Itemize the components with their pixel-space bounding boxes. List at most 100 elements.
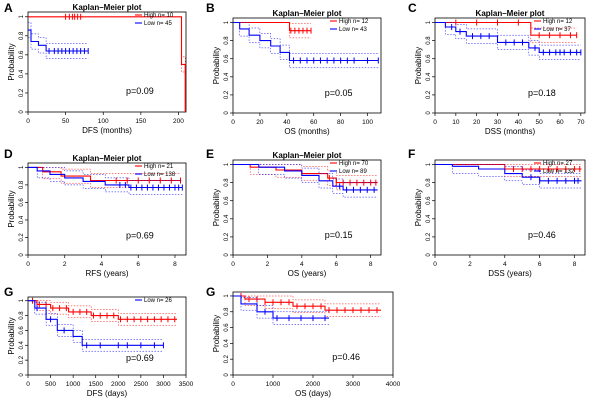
y-tick-label: 0.8 (426, 178, 432, 187)
y-tick-label: 1 (224, 294, 230, 298)
x-tick-label: 500 (45, 381, 56, 388)
confidence-band-high-lower (28, 300, 177, 326)
y-tick-label: 0.8 (19, 180, 25, 189)
panel-letter: G (206, 285, 215, 299)
y-tick-label: 0 (224, 253, 230, 257)
confidence-band-low-lower (233, 22, 379, 69)
km-panel-3: D Kaplan–Meier plot 0 2 4 6 8 0 0.2 0.4 0.6 0.8 1 RFS… (4, 147, 187, 278)
survival-curve-high (28, 16, 186, 112)
confidence-band-low-upper (28, 167, 183, 181)
x-axis-label: DSS (months) (485, 127, 536, 136)
x-tick-label: 1000 (266, 381, 281, 388)
chart-title: Kaplan–Meier plot (273, 151, 342, 160)
y-tick-label: 0.4 (224, 214, 230, 223)
x-axis-label: DFS (days) (87, 389, 128, 398)
y-tick-label: 0.2 (19, 355, 25, 364)
legend-entry: Low n= 89 (339, 169, 368, 175)
panel-letter: B (206, 1, 215, 15)
x-tick-label: 4 (503, 261, 507, 268)
x-tick-label: 60 (556, 119, 564, 126)
x-tick-label: 10 (452, 119, 460, 126)
y-tick-label: 0 (224, 373, 230, 377)
confidence-band-low-upper (435, 164, 582, 174)
survival-curve-high (435, 21, 577, 36)
plot-frame (434, 17, 586, 114)
y-tick-label: 0.8 (224, 178, 230, 187)
confidence-band-low-lower (28, 167, 183, 195)
x-tick-label: 20 (473, 119, 481, 126)
y-tick-label: 0.8 (224, 307, 230, 316)
x-tick-label: 100 (362, 119, 373, 126)
legend-entry: Low n= 37 (543, 27, 572, 33)
plot-frame (27, 162, 187, 256)
survival-curve-low (435, 21, 581, 53)
x-tick-label: 6 (136, 261, 140, 268)
confidence-band-high-upper (435, 22, 577, 29)
confidence-band-high-lower (28, 167, 181, 188)
p-value-label: p=0.05 (325, 88, 353, 98)
x-tick-label: 40 (515, 119, 523, 126)
survival-curve-low (28, 29, 89, 52)
chart-title: Kaplan–Meier plot (273, 9, 342, 18)
x-tick-label: 0 (231, 261, 235, 268)
x-tick-label: 0 (433, 261, 437, 268)
p-value-label: p=0.69 (126, 230, 154, 240)
km-panel-6: G 0 500 1000 1500 2000 2500 3000 3500 0 0.2 0.4 0.6 0… (4, 285, 194, 398)
plot-frame (232, 17, 382, 114)
y-tick-label: 0.4 (426, 214, 432, 223)
x-axis-label: RFS (years) (85, 269, 128, 278)
confidence-band-low-upper (233, 22, 379, 54)
legend-entry: High n= 27 (543, 161, 573, 167)
plot-frame (232, 159, 382, 256)
x-tick-label: 3000 (156, 381, 171, 388)
x-tick-label: 200 (173, 118, 184, 125)
plot-frame (27, 296, 187, 376)
y-tick-label: 0.4 (426, 72, 432, 81)
panel-letter: A (4, 1, 13, 15)
y-tick-label: 0.4 (224, 72, 230, 81)
confidence-band-low-upper (233, 295, 329, 313)
y-tick-label: 0.6 (426, 196, 432, 205)
x-tick-label: 100 (98, 118, 109, 125)
km-panel-0: A Kaplan–Meier plot 0 50 100 150 200 0 0.2 0.4 0.6… (4, 1, 187, 135)
y-tick-label: 0.6 (19, 198, 25, 207)
y-tick-label: 1 (224, 20, 230, 24)
confidence-band-low-lower (435, 22, 581, 60)
y-tick-label: 0 (19, 110, 25, 114)
x-axis-label: OS (days) (295, 389, 331, 398)
legend-entry: Low n= 45 (144, 21, 173, 27)
x-tick-label: 4 (100, 261, 104, 268)
y-axis-label: Probability (212, 315, 221, 352)
x-tick-label: 0 (26, 118, 30, 125)
x-tick-label: 2000 (111, 381, 126, 388)
x-tick-label: 50 (62, 118, 70, 125)
p-value-label: p=0.18 (528, 88, 556, 98)
panel-letter: C (408, 1, 417, 15)
p-value-label: p=0.15 (325, 230, 353, 240)
y-tick-label: 0.6 (19, 326, 25, 335)
legend-entry: High n= 70 (339, 161, 369, 167)
y-tick-label: 0.2 (224, 90, 230, 99)
x-tick-label: 8 (573, 261, 577, 268)
y-tick-label: 0.4 (19, 340, 25, 349)
x-tick-label: 30 (494, 119, 502, 126)
legend-entry: Low n= 138 (144, 172, 176, 178)
legend-entry: Low n= 132 (543, 169, 575, 175)
x-tick-label: 0 (433, 119, 437, 126)
x-tick-label: 80 (337, 119, 345, 126)
x-tick-label: 1000 (66, 381, 81, 388)
survival-curve-high (435, 163, 582, 170)
y-tick-label: 0.8 (426, 36, 432, 45)
y-tick-label: 0.6 (19, 50, 25, 59)
panel-letter: E (206, 147, 214, 161)
y-tick-label: 0.4 (224, 339, 230, 348)
x-tick-label: 50 (536, 119, 544, 126)
p-value-label: p=0.09 (126, 86, 154, 96)
y-tick-label: 0 (426, 111, 432, 115)
x-tick-label: 0 (231, 381, 235, 388)
legend-entry: High n= 12 (339, 19, 369, 25)
y-tick-label: 0.2 (19, 88, 25, 97)
x-tick-label: 0 (231, 119, 235, 126)
x-tick-label: 3000 (346, 381, 361, 388)
